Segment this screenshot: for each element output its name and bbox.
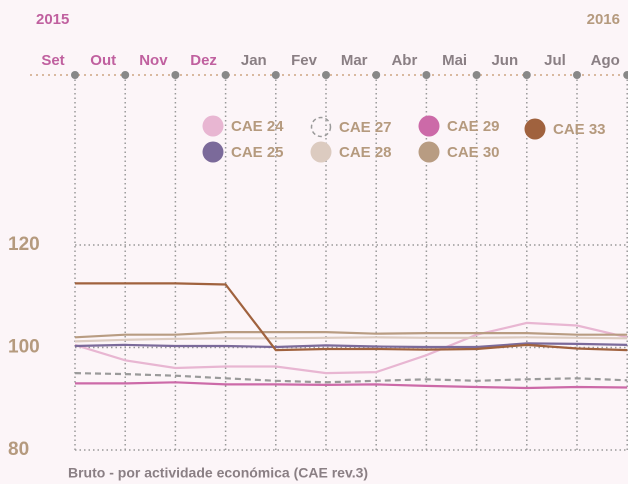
- legend-marker: [202, 115, 224, 137]
- year-end: 2016: [587, 11, 620, 28]
- month-dot: [171, 71, 180, 79]
- month-dot: [422, 71, 431, 79]
- caption: Bruto - por actividade económica (CAE re…: [68, 465, 368, 481]
- legend-marker: [310, 116, 332, 138]
- x-tick-label: Abr: [391, 52, 417, 69]
- x-tick-label: Nov: [139, 52, 168, 69]
- x-tick-label: Mai: [442, 52, 467, 69]
- month-dot: [221, 71, 230, 79]
- series-line: [75, 282, 628, 352]
- legend-marker: [310, 141, 332, 163]
- x-tick-label: Jul: [544, 52, 566, 69]
- month-dot: [573, 71, 581, 79]
- legend-label: CAE 29: [447, 118, 500, 135]
- month-dot: [322, 71, 330, 79]
- series-line: [74, 342, 628, 349]
- y-tick-label: 120: [8, 234, 40, 255]
- series-line: [74, 372, 628, 384]
- month-dot: [271, 71, 280, 79]
- month-dot: [623, 71, 628, 79]
- x-tick-label: Dez: [190, 52, 217, 69]
- legend-marker: [418, 141, 440, 163]
- legend-label: CAE 24: [231, 118, 284, 135]
- series-line: [74, 331, 628, 339]
- series-line: [74, 336, 628, 343]
- series-line: [75, 381, 628, 390]
- legend-marker: [524, 118, 546, 140]
- x-tick-label: Mar: [341, 52, 368, 69]
- year-start: 2015: [36, 11, 69, 28]
- month-dot: [121, 71, 130, 79]
- legend-marker: [202, 141, 224, 163]
- y-tick-label: 100: [8, 337, 40, 358]
- x-tick-label: Jan: [241, 52, 267, 69]
- x-tick-label: Fev: [291, 52, 318, 69]
- legend-label: CAE 30: [447, 144, 500, 161]
- x-tick-label: Jun: [491, 52, 518, 69]
- legend-marker: [418, 115, 440, 137]
- x-tick-label: Ago: [591, 52, 620, 69]
- month-dot: [522, 71, 531, 79]
- legend-label: CAE 25: [231, 144, 284, 161]
- month-dot: [71, 71, 79, 79]
- series-line: [74, 321, 628, 375]
- x-tick-label: Out: [90, 52, 116, 69]
- y-tick-label: 80: [8, 439, 29, 460]
- legend-label: CAE 28: [339, 144, 392, 161]
- legend-label: CAE 27: [339, 119, 392, 136]
- x-tick-label: Set: [41, 52, 64, 69]
- month-dot: [472, 71, 481, 79]
- month-dot: [372, 71, 381, 79]
- legend-label: CAE 33: [553, 121, 606, 138]
